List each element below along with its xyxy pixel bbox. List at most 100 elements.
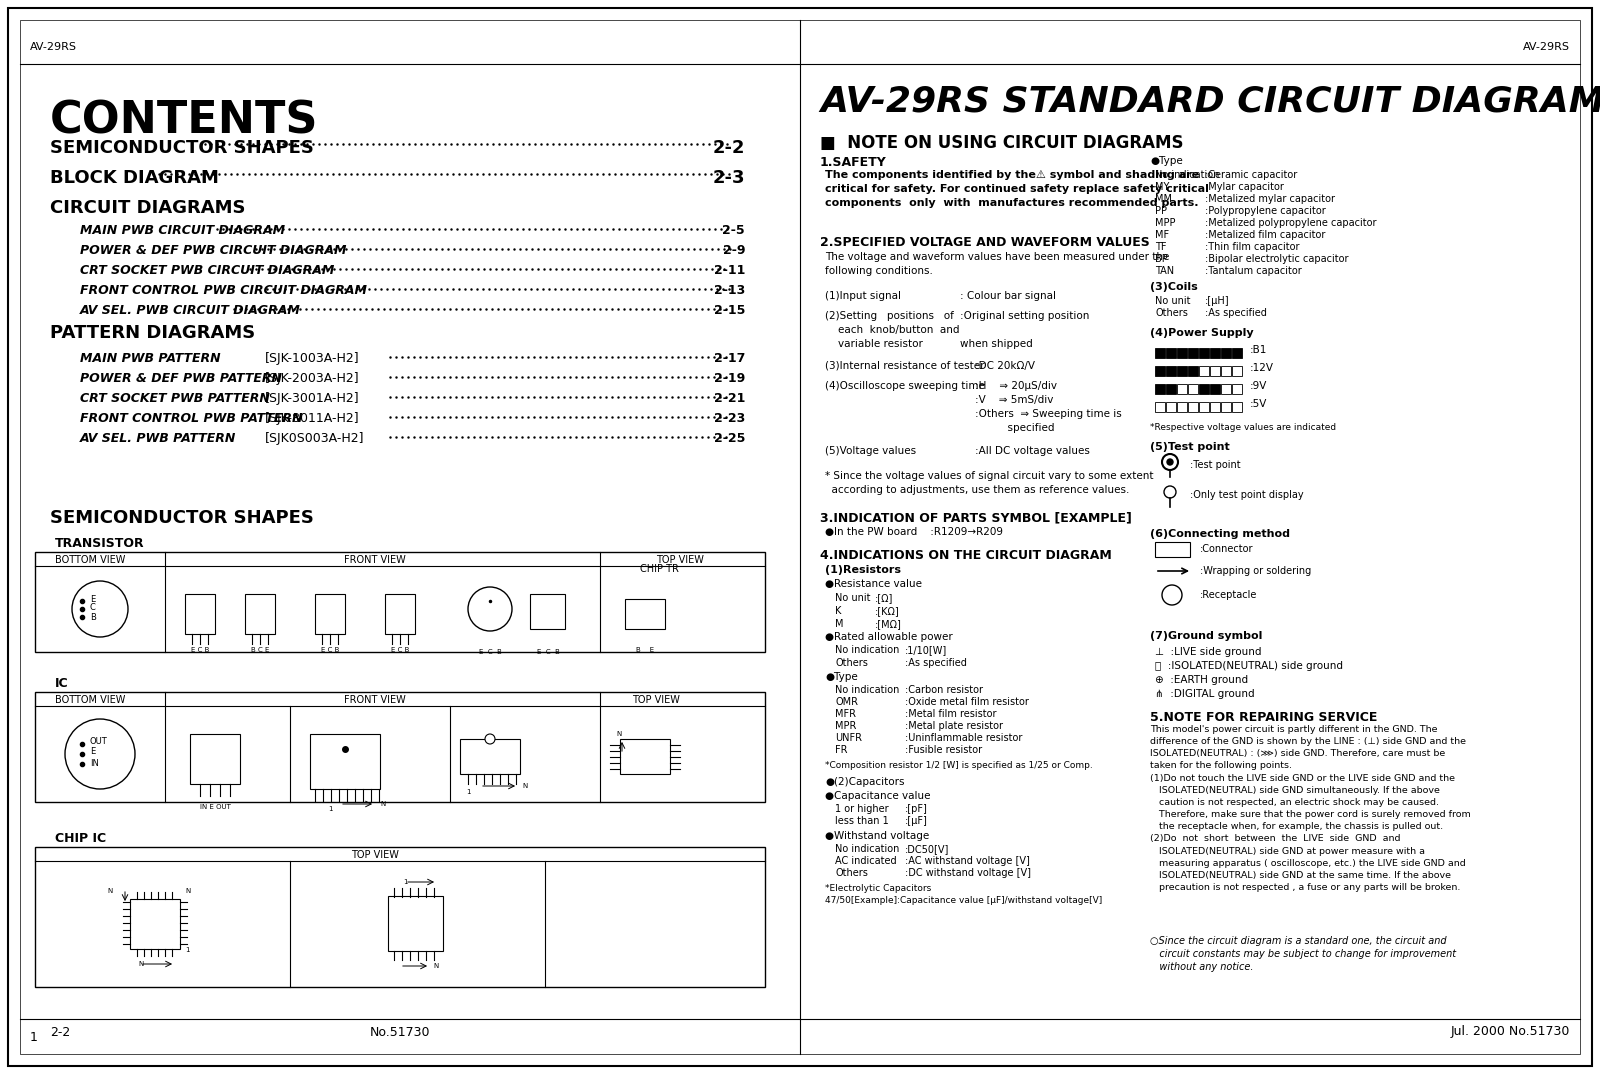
Text: SEMICONDUCTOR SHAPES: SEMICONDUCTOR SHAPES bbox=[50, 509, 314, 527]
Text: BOTTOM VIEW: BOTTOM VIEW bbox=[54, 555, 125, 565]
Text: TRANSISTOR: TRANSISTOR bbox=[54, 537, 144, 550]
Text: :DC 20kΩ/V: :DC 20kΩ/V bbox=[974, 361, 1035, 371]
Text: :AC withstand voltage [V]: :AC withstand voltage [V] bbox=[906, 856, 1030, 866]
Text: N: N bbox=[616, 731, 622, 737]
Text: TF: TF bbox=[1155, 242, 1166, 252]
Text: PP: PP bbox=[1155, 206, 1166, 216]
Text: * Since the voltage values of signal circuit vary to some extent
  according to : * Since the voltage values of signal cir… bbox=[826, 471, 1154, 495]
Text: 1: 1 bbox=[403, 879, 408, 885]
Text: *Respective voltage values are indicated: *Respective voltage values are indicated bbox=[1150, 423, 1336, 432]
Text: :Connector: :Connector bbox=[1200, 545, 1253, 554]
Text: *Composition resistor 1/2 [W] is specified as 1/25 or Comp.: *Composition resistor 1/2 [W] is specifi… bbox=[826, 761, 1093, 770]
Bar bbox=[1221, 348, 1230, 358]
Text: MPP: MPP bbox=[1155, 218, 1176, 228]
Text: :Tantalum capacitor: :Tantalum capacitor bbox=[1205, 266, 1302, 276]
Bar bbox=[1187, 366, 1198, 376]
Circle shape bbox=[485, 734, 494, 744]
Bar bbox=[35, 692, 765, 802]
Bar bbox=[1155, 366, 1165, 376]
Text: :[Ω]: :[Ω] bbox=[875, 593, 893, 603]
Text: :Wrapping or soldering: :Wrapping or soldering bbox=[1200, 566, 1312, 576]
Text: CRT SOCKET PWB PATTERN: CRT SOCKET PWB PATTERN bbox=[80, 392, 270, 405]
Text: :Receptacle: :Receptacle bbox=[1200, 590, 1258, 600]
Bar bbox=[1198, 402, 1210, 412]
Bar bbox=[387, 896, 443, 950]
Text: (4)Power Supply: (4)Power Supply bbox=[1150, 328, 1254, 338]
Text: C: C bbox=[90, 604, 96, 612]
Bar bbox=[1155, 384, 1165, 394]
Text: :[MΩ]: :[MΩ] bbox=[875, 619, 902, 629]
Text: (1)Input signal: (1)Input signal bbox=[826, 291, 901, 301]
Text: No unit: No unit bbox=[1155, 296, 1190, 306]
Circle shape bbox=[1166, 459, 1173, 465]
Text: FRONT CONTROL PWB CIRCUIT DIAGRAM: FRONT CONTROL PWB CIRCUIT DIAGRAM bbox=[80, 284, 366, 297]
Text: 4.INDICATIONS ON THE CIRCUIT DIAGRAM: 4.INDICATIONS ON THE CIRCUIT DIAGRAM bbox=[819, 549, 1112, 562]
Bar bbox=[1166, 366, 1176, 376]
Text: N: N bbox=[186, 888, 190, 894]
Bar bbox=[530, 594, 565, 629]
Text: :[pF]: :[pF] bbox=[906, 804, 928, 814]
Bar bbox=[1178, 384, 1187, 394]
Text: 2.SPECIFIED VOLTAGE AND WAVEFORM VALUES: 2.SPECIFIED VOLTAGE AND WAVEFORM VALUES bbox=[819, 236, 1150, 249]
Text: FRONT VIEW: FRONT VIEW bbox=[344, 555, 406, 565]
Text: :9V: :9V bbox=[1250, 381, 1267, 391]
Bar bbox=[1187, 384, 1198, 394]
Text: No indication: No indication bbox=[835, 844, 899, 854]
Text: 2-2: 2-2 bbox=[712, 139, 746, 157]
Bar bbox=[1221, 402, 1230, 412]
Text: :H    ⇒ 20μS/div
:V    ⇒ 5mS/div
:Others  ⇒ Sweeping time is
          specified: :H ⇒ 20μS/div :V ⇒ 5mS/div :Others ⇒ Swe… bbox=[974, 381, 1122, 433]
Text: CONTENTS: CONTENTS bbox=[50, 99, 318, 142]
Bar bbox=[461, 739, 520, 774]
Text: The voltage and waveform values have been measured under the
following condition: The voltage and waveform values have bee… bbox=[826, 252, 1170, 276]
Text: :Metal plate resistor: :Metal plate resistor bbox=[906, 721, 1003, 731]
Text: SEMICONDUCTOR SHAPES: SEMICONDUCTOR SHAPES bbox=[50, 139, 314, 157]
Text: TOP VIEW: TOP VIEW bbox=[350, 850, 398, 860]
Text: :Fusible resistor: :Fusible resistor bbox=[906, 745, 982, 755]
Text: ⟙  :ISOLATED(NEUTRAL) side ground: ⟙ :ISOLATED(NEUTRAL) side ground bbox=[1155, 661, 1342, 671]
Text: :[μH]: :[μH] bbox=[1205, 296, 1230, 306]
Text: 3.INDICATION OF PARTS SYMBOL [EXAMPLE]: 3.INDICATION OF PARTS SYMBOL [EXAMPLE] bbox=[819, 511, 1131, 524]
Bar bbox=[1187, 402, 1198, 412]
Text: :5V: :5V bbox=[1250, 400, 1267, 409]
Text: N: N bbox=[434, 963, 438, 969]
Text: 2-5: 2-5 bbox=[722, 224, 746, 237]
Text: ●Capacitance value: ●Capacitance value bbox=[826, 790, 931, 801]
Text: B C E: B C E bbox=[251, 647, 269, 653]
Text: :Metalized film capacitor: :Metalized film capacitor bbox=[1205, 230, 1325, 240]
Text: (4)Oscilloscope sweeping time: (4)Oscilloscope sweeping time bbox=[826, 381, 986, 391]
Text: 2-23: 2-23 bbox=[714, 412, 746, 425]
Text: No indication: No indication bbox=[1155, 170, 1219, 180]
Text: 1: 1 bbox=[466, 789, 470, 795]
Text: BP: BP bbox=[1155, 253, 1168, 264]
Bar bbox=[130, 899, 179, 949]
Text: 2-21: 2-21 bbox=[714, 392, 746, 405]
Bar bbox=[1221, 366, 1230, 376]
Text: AV-29RS STANDARD CIRCUIT DIAGRAM: AV-29RS STANDARD CIRCUIT DIAGRAM bbox=[819, 84, 1600, 118]
Text: (5)Voltage values: (5)Voltage values bbox=[826, 446, 917, 456]
Text: E  C  B: E C B bbox=[478, 649, 501, 655]
Text: N: N bbox=[381, 801, 386, 807]
Text: 1: 1 bbox=[30, 1031, 38, 1044]
Text: [SJK-8011A-H2]: [SJK-8011A-H2] bbox=[266, 412, 360, 425]
Bar bbox=[190, 734, 240, 784]
Text: 2-2: 2-2 bbox=[50, 1026, 70, 1039]
Text: MFR: MFR bbox=[835, 709, 856, 719]
Text: AV SEL. PWB PATTERN: AV SEL. PWB PATTERN bbox=[80, 432, 237, 445]
Text: CHIP TR: CHIP TR bbox=[640, 564, 678, 574]
Text: E C B: E C B bbox=[322, 647, 339, 653]
Text: Others: Others bbox=[835, 658, 867, 668]
Text: 2-25: 2-25 bbox=[714, 432, 746, 445]
Text: :1/10[W]: :1/10[W] bbox=[906, 645, 947, 655]
Text: :As specified: :As specified bbox=[906, 658, 966, 668]
Bar bbox=[1166, 402, 1176, 412]
Text: N: N bbox=[107, 888, 112, 894]
Text: The components identified by the⚠ symbol and shading are
critical for safety. Fo: The components identified by the⚠ symbol… bbox=[826, 170, 1210, 208]
Bar bbox=[1198, 384, 1210, 394]
Bar bbox=[1187, 348, 1198, 358]
Text: ⊥  :LIVE side ground: ⊥ :LIVE side ground bbox=[1155, 647, 1261, 657]
Text: :Test point: :Test point bbox=[1190, 460, 1240, 470]
Text: ⊕  :EARTH ground: ⊕ :EARTH ground bbox=[1155, 674, 1248, 685]
Text: B    E: B E bbox=[635, 647, 654, 653]
Bar bbox=[35, 552, 765, 652]
Text: 2-3: 2-3 bbox=[712, 169, 746, 187]
